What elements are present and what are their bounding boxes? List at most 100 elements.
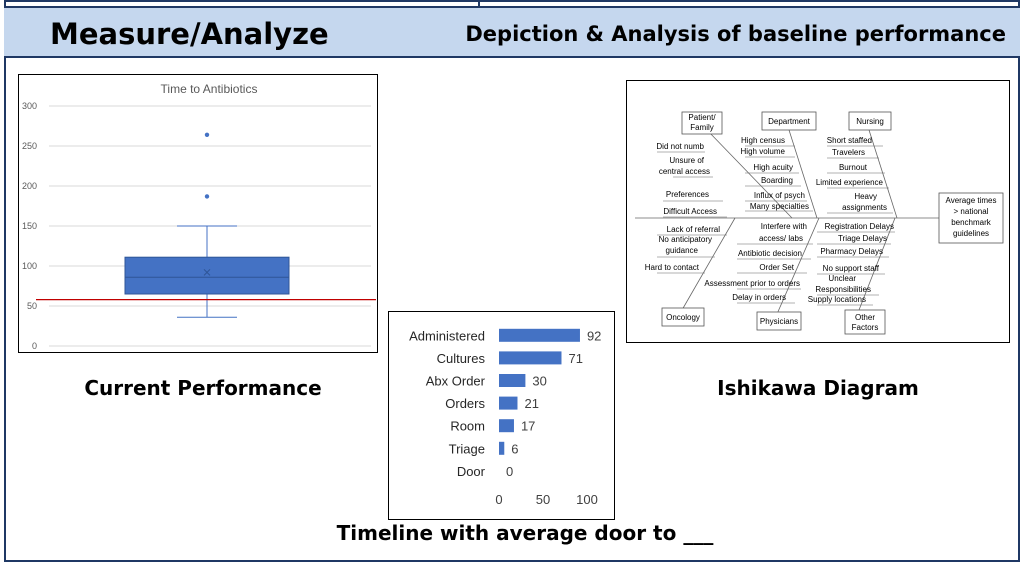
cause-label: Difficult Access [663, 207, 717, 216]
y-tick-label: 200 [22, 181, 37, 191]
bone-oncology [681, 217, 736, 311]
ishikawa-panel: Patient/ Family Department Nursing Oncol… [626, 80, 1010, 343]
category-nursing: Nursing [856, 117, 884, 126]
box-plot-chart: Time to Antibiotics 0 50 100 150 200 250 300 [22, 82, 371, 351]
bar-category-label: Room [450, 419, 485, 434]
cause-label: Unsure of [669, 156, 704, 165]
bar [499, 374, 526, 387]
cause-label: High census [741, 136, 785, 145]
bar [499, 419, 514, 433]
y-tick-label: 300 [22, 101, 37, 111]
cause-label: Triage Delays [838, 234, 887, 243]
bar-category-label: Orders [445, 396, 485, 411]
bone-other-factors [858, 217, 896, 311]
bar-category-label: Administered [409, 328, 485, 343]
bone-patient-family [706, 129, 793, 219]
cause-label: access/ labs [759, 234, 803, 243]
cause-label: Registration Delays [825, 222, 894, 231]
y-tick-label: 150 [22, 221, 37, 231]
effect-box [938, 192, 1004, 244]
box-plot-panel: Time to Antibiotics 0 50 100 150 200 250 300 [18, 74, 378, 353]
cause-label: Hard to contact [645, 263, 700, 272]
cause-label: Did not numb [656, 142, 704, 151]
bar-value-label: 0 [506, 464, 513, 479]
ishikawa-caption: Ishikawa Diagram [717, 376, 919, 400]
cause-label: Unclear [828, 274, 856, 283]
timeline-bar-panel: Administered Cultures Abx Order Orders Room T… [388, 311, 615, 520]
cause-label: High volume [741, 147, 786, 156]
bar-value-label: 17 [521, 419, 535, 434]
cause-label: Antibiotic decision [738, 249, 802, 258]
y-tick-label: 250 [22, 141, 37, 151]
bar-category-label: Door [457, 464, 486, 479]
bar [499, 396, 518, 410]
category-box-other-factors [844, 309, 886, 335]
x-tick-label: 0 [495, 492, 502, 507]
header-bar: Measure/Analyze Depiction & Analysis of … [4, 6, 1020, 58]
page-subtitle: Depiction & Analysis of baseline perform… [465, 22, 1006, 46]
mean-marker [203, 269, 211, 276]
cause-label: High acuity [753, 163, 793, 172]
cause-label: Limited experience [816, 178, 884, 187]
cause-label: No support staff [823, 264, 880, 273]
cause-label: Supply locations [808, 295, 866, 304]
top-strip [4, 0, 480, 6]
x-tick-label: 100 [576, 492, 598, 507]
cause-label: Influx of psych [754, 191, 805, 200]
bar-category-label: Abx Order [426, 374, 486, 389]
bar-value-label: 30 [532, 374, 546, 389]
category-box-nursing [848, 111, 892, 131]
bone-nursing [868, 129, 898, 219]
current-performance-caption: Current Performance [84, 376, 322, 400]
cause-label: Short staffed [827, 136, 872, 145]
bar-category-label: Triage [449, 441, 485, 456]
category-box-physicians [756, 311, 802, 331]
cause-label: Pharmacy Delays [820, 247, 883, 256]
box-plot-title: Time to Antibiotics [161, 82, 258, 96]
bone-department [788, 129, 818, 219]
category-box-patient-family [681, 111, 723, 135]
y-tick-label: 50 [27, 301, 37, 311]
cause-label: Many specialties [750, 202, 809, 211]
box-iqr [124, 256, 290, 295]
category-other-factors-line1: Other [855, 313, 875, 322]
bone-physicians [776, 217, 820, 315]
cause-label: guidance [666, 246, 699, 255]
category-physicians: Physicians [760, 317, 798, 326]
category-box-oncology [661, 307, 705, 327]
bar-value-label: 71 [568, 351, 582, 366]
cause-label: assignments [842, 203, 887, 212]
timeline-caption: Timeline with average door to ___ [336, 521, 714, 545]
effect-line3: benchmark [951, 218, 992, 227]
y-tick-label: 0 [32, 341, 37, 351]
y-tick-label: 100 [22, 261, 37, 271]
cause-label: Heavy [854, 192, 877, 201]
outlier-point [204, 132, 210, 137]
cause-label: Order Set [759, 263, 794, 272]
bar [499, 328, 580, 342]
bar-category-label: Cultures [437, 351, 486, 366]
page-title: Measure/Analyze [50, 17, 329, 51]
category-patient-family-line2: Family [690, 123, 714, 132]
timeline-bar-chart: Administered Cultures Abx Order Orders Room T… [409, 328, 601, 507]
cause-label: central access [659, 167, 710, 176]
bar [499, 351, 562, 365]
outlier-point [204, 194, 210, 199]
cause-label: No anticipatory [659, 235, 712, 244]
cause-label: Travelers [832, 148, 865, 157]
category-patient-family-line1: Patient/ [688, 113, 716, 122]
cause-label: Lack of referral [667, 225, 721, 234]
effect-line2: > national [954, 207, 989, 216]
category-box-department [761, 111, 817, 131]
category-oncology: Oncology [666, 313, 700, 322]
effect-line4: guidelines [953, 229, 989, 238]
cause-label: Preferences [666, 190, 709, 199]
category-other-factors-line2: Factors [852, 323, 879, 332]
bar-value-label: 6 [511, 441, 518, 456]
cause-label: Responsibilities [815, 285, 871, 294]
bar [499, 441, 505, 455]
cause-label: Assessment prior to orders [704, 279, 800, 288]
x-tick-label: 50 [536, 492, 550, 507]
category-department: Department [768, 117, 811, 126]
cause-label: Interfere with [761, 222, 807, 231]
